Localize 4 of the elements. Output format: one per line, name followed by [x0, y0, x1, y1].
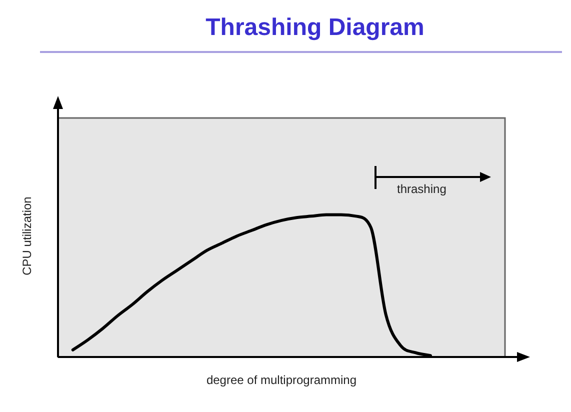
text: thrashing	[397, 182, 446, 196]
y-axis-title: CPU utilization	[20, 196, 34, 278]
x-axis-title: degree of multiprogramming	[205, 373, 358, 387]
chart-title: Thrashing Diagram	[204, 14, 426, 42]
